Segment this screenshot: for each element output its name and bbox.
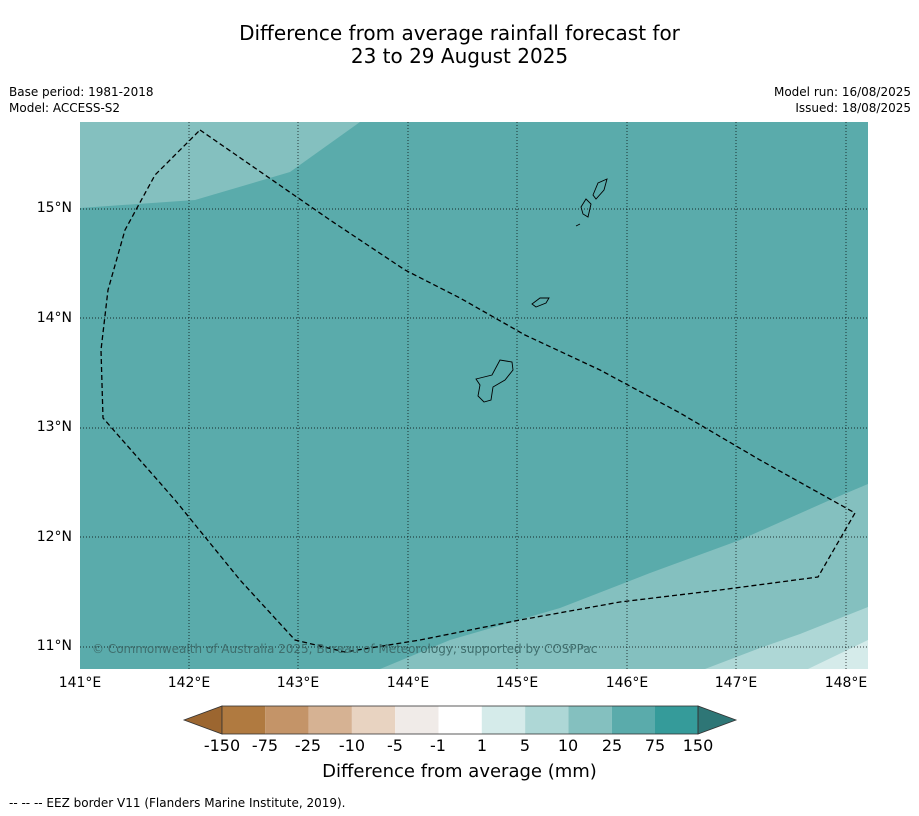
eez-border [100,129,856,653]
lon-label: 145°E [495,675,539,691]
lon-label: 144°E [386,675,430,691]
colorbar-tick-label: -10 [338,736,366,755]
colorbar-tick-label: 150 [682,736,714,755]
colorbar-swatch [265,706,309,734]
gridlines [80,122,868,669]
model-run: Model run: 16/08/2025 [773,85,911,99]
colorbar-tick-label: 5 [519,736,531,755]
colorbar-swatch [568,706,612,734]
colorbar-outline [221,705,699,735]
saipan-island [592,178,608,200]
lon-label: 141°E [58,675,102,691]
model-name: Model: ACCESS-S2 [9,101,121,115]
islands [475,178,608,403]
tinian-island [580,198,592,218]
colorbar-tick-label: 1 [476,736,488,755]
rain-zone-10-25-south [380,484,868,669]
lon-label: 142°E [167,675,211,691]
colorbar-tick-label: 25 [601,736,623,755]
lat-label: 12°N [36,529,72,545]
lat-label: 14°N [36,310,72,326]
base-period: Base period: 1981-2018 [9,85,154,99]
colorbar-swatch [308,706,352,734]
colorbar-extend-low [182,705,223,735]
colorbar [182,705,738,735]
colorbar-swatch [481,706,526,734]
lat-label: 11°N [36,638,72,654]
colorbar-tick-label: -1 [430,736,446,755]
rain-zone-5-10 [705,607,868,669]
colorbar-tick-label: -25 [294,736,322,755]
colorbar-tick-label: 10 [557,736,579,755]
lat-label: 13°N [36,419,72,435]
lon-label: 148°E [824,675,868,691]
colorbar-swatch [351,706,396,734]
colorbar-tick-label: -5 [387,736,403,755]
lon-label: 146°E [605,675,649,691]
rain-zone-10-25-north [80,122,360,208]
colorbar-swatch [222,706,266,734]
lon-label: 147°E [714,675,758,691]
copyright-text: © Commonwealth of Australia 2025, Bureau… [92,642,597,656]
colorbar-swatch [438,706,482,734]
colorbar-tick-label: -150 [203,736,241,755]
colorbar-swatch [525,706,569,734]
colorbar-tick-label: -75 [251,736,279,755]
meta-right: Model run: 16/08/2025 Issued: 18/08/2025 [774,84,911,116]
colorbar-title: Difference from average (mm) [322,761,597,782]
map-area [80,122,868,669]
colorbar-swatch [395,706,439,734]
map-title-line2: 23 to 29 August 2025 [350,44,569,68]
lat-label: 15°N [36,200,72,216]
meta-left: Base period: 1981-2018 Model: ACCESS-S2 [9,84,154,116]
colorbar-swatch [611,706,655,734]
eez-legend-note: -- -- -- EEZ border V11 (Flanders Marine… [9,796,346,810]
colorbar-tick-label: 75 [644,736,666,755]
guam-island [475,359,514,403]
rain-zone-1-5 [808,640,868,669]
issued-date: Issued: 18/08/2025 [795,101,911,115]
lon-label: 143°E [276,675,320,691]
rota-island [531,297,550,308]
colorbar-extend-high [697,705,738,735]
aguijan-island [575,223,581,227]
colorbar-swatch [655,706,698,734]
map-title: Difference from average rainfall forecas… [0,22,919,68]
map-title-line1: Difference from average rainfall forecas… [239,21,680,45]
